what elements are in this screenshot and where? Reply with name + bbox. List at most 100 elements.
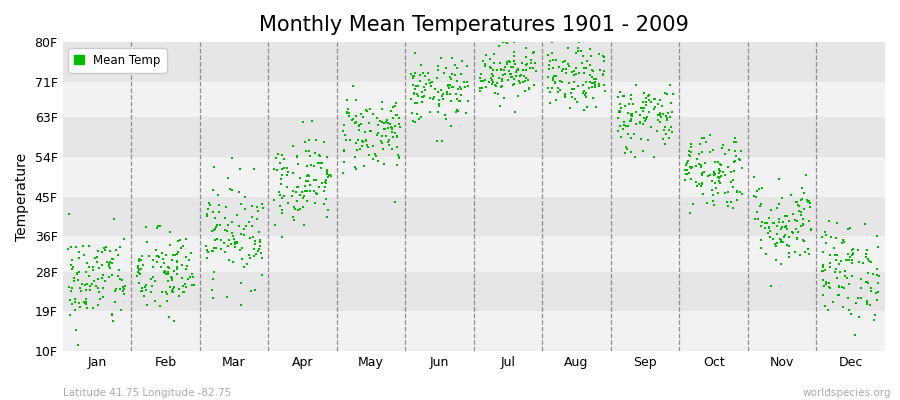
Point	[219, 204, 233, 210]
Point	[542, 62, 556, 68]
Point	[95, 249, 110, 256]
Point	[836, 304, 850, 310]
Point	[267, 197, 282, 203]
Point	[106, 318, 121, 324]
Point	[694, 164, 708, 170]
Point	[213, 246, 228, 252]
Point	[639, 98, 653, 105]
Point	[95, 262, 110, 268]
Point	[816, 249, 831, 256]
Point	[445, 55, 459, 61]
Point	[251, 208, 266, 214]
Point	[553, 86, 567, 93]
Point	[863, 302, 878, 308]
Point	[256, 205, 270, 211]
Point	[695, 180, 709, 186]
Point	[498, 70, 512, 77]
Point	[450, 78, 464, 84]
Point	[354, 121, 368, 128]
Point	[614, 104, 628, 111]
Point	[596, 72, 610, 78]
Point	[568, 95, 582, 102]
Point	[867, 316, 881, 323]
Point	[96, 272, 111, 278]
Title: Monthly Mean Temperatures 1901 - 2009: Monthly Mean Temperatures 1901 - 2009	[259, 15, 688, 35]
Point	[660, 117, 674, 124]
Point	[176, 275, 190, 282]
Point	[712, 170, 726, 176]
Point	[86, 305, 101, 312]
Point	[374, 119, 389, 125]
Point	[312, 153, 327, 160]
Point	[592, 66, 607, 73]
Point	[790, 234, 805, 241]
Point	[613, 107, 627, 114]
Point	[549, 73, 563, 79]
Point	[712, 166, 726, 172]
Point	[77, 252, 92, 258]
Point	[444, 98, 458, 104]
Point	[571, 83, 585, 89]
Point	[169, 266, 184, 272]
Point	[827, 245, 842, 251]
Point	[429, 75, 444, 82]
Point	[182, 257, 196, 264]
Point	[576, 82, 590, 88]
Point	[646, 96, 661, 102]
Point	[226, 259, 240, 265]
Point	[363, 105, 377, 112]
Point	[407, 90, 421, 96]
Point	[613, 101, 627, 108]
Point	[695, 170, 709, 176]
Point	[379, 133, 393, 140]
Point	[790, 218, 805, 224]
Point	[664, 124, 679, 130]
Point	[114, 307, 129, 313]
Point	[292, 192, 307, 198]
Point	[848, 332, 862, 338]
Point	[103, 265, 117, 272]
Point	[169, 251, 184, 257]
Point	[819, 232, 833, 238]
Point	[617, 150, 632, 156]
Point	[871, 289, 886, 295]
Point	[170, 264, 184, 270]
Point	[337, 159, 351, 166]
Point	[566, 72, 580, 78]
Point	[163, 242, 177, 248]
Point	[711, 158, 725, 165]
Point	[176, 289, 191, 295]
Point	[824, 264, 838, 270]
Point	[549, 56, 563, 63]
Point	[300, 187, 314, 194]
Point	[658, 141, 672, 147]
Point	[486, 67, 500, 73]
Point	[375, 146, 390, 152]
Point	[725, 184, 740, 190]
Point	[562, 80, 577, 86]
Point	[509, 66, 524, 73]
Point	[747, 193, 761, 199]
Point	[633, 119, 647, 125]
Point	[337, 147, 351, 153]
Point	[779, 223, 794, 229]
Point	[340, 108, 355, 115]
Point	[297, 139, 311, 146]
Point	[96, 245, 111, 252]
Point	[353, 146, 367, 152]
Point	[626, 131, 641, 138]
Point	[211, 222, 225, 228]
Point	[72, 248, 86, 255]
Point	[179, 254, 194, 260]
Point	[280, 171, 294, 178]
Point	[682, 152, 697, 158]
Point	[508, 61, 522, 68]
Point	[232, 188, 247, 195]
Point	[692, 141, 706, 147]
Point	[289, 184, 303, 190]
Point	[161, 264, 176, 270]
Point	[495, 77, 509, 84]
Point	[250, 248, 265, 255]
Point	[484, 81, 499, 88]
Point	[238, 222, 253, 229]
